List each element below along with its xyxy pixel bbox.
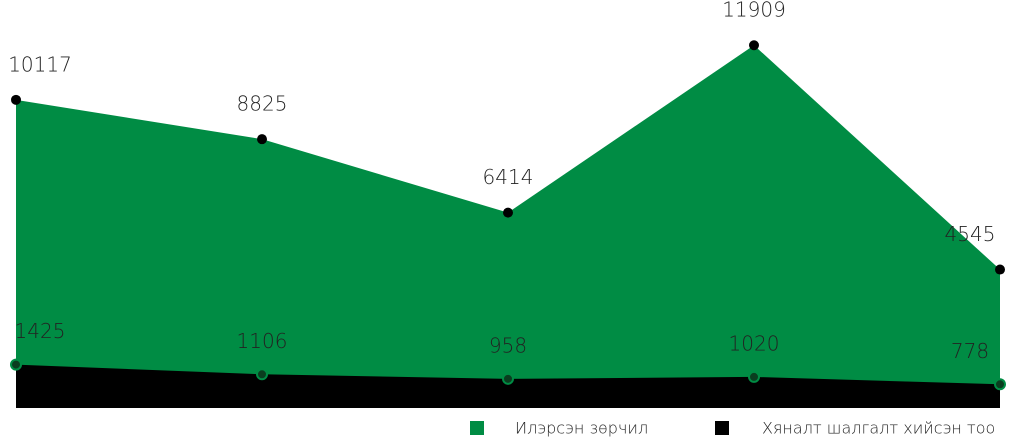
point — [503, 207, 513, 218]
point — [749, 40, 759, 51]
data-label: 1020 — [729, 331, 780, 355]
point — [257, 134, 267, 145]
point — [994, 378, 1006, 391]
data-label: 11909 — [722, 0, 786, 22]
data-label: 6414 — [483, 165, 534, 189]
data-label: 1106 — [237, 329, 288, 353]
data-label: 958 — [489, 333, 527, 357]
point — [256, 368, 268, 381]
point — [502, 372, 514, 385]
legend-label: Хяналт шалгалт хийсэн тоо — [762, 419, 995, 438]
data-label: 8825 — [237, 92, 288, 116]
data-label: 4545 — [945, 222, 996, 246]
point — [748, 370, 760, 383]
point — [995, 264, 1005, 275]
data-label: 10117 — [8, 52, 72, 76]
legend-label: Илэрсэн зөрчил — [515, 419, 648, 438]
data-label: 778 — [951, 339, 989, 363]
point — [11, 94, 21, 105]
point — [10, 358, 22, 371]
legend-swatch — [715, 421, 729, 435]
legend-swatch — [470, 421, 484, 435]
area — [16, 45, 1000, 408]
data-label: 1425 — [15, 319, 66, 343]
